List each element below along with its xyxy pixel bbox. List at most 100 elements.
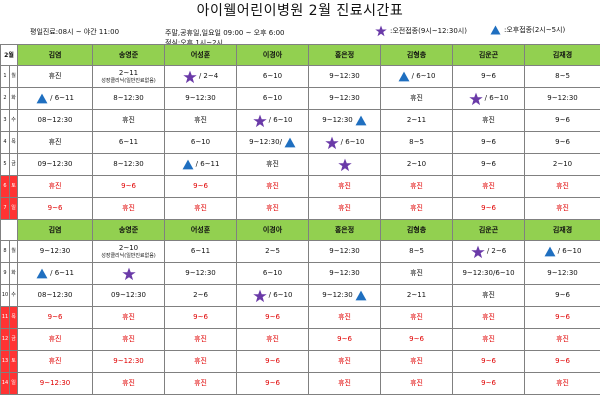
- schedule-cell: / 6~10: [236, 109, 310, 132]
- schedule-cell: / 6~11: [17, 262, 94, 285]
- schedule-cell: 9~6: [92, 175, 166, 198]
- triangle-icon: [182, 159, 194, 170]
- doctor-header-row: 김염 송영준 어성훈 이경아 홍은정 김형충 김운곤 김재경: [0, 219, 600, 241]
- schedule-cell: 9~6: [524, 306, 600, 329]
- day-row: 6 토 휴진 9~6 9~6 휴진 휴진 휴진 휴진 휴진: [0, 175, 600, 198]
- schedule-cell: 9~6: [17, 197, 94, 220]
- schedule-cell: 휴진: [17, 350, 94, 373]
- schedule-cell: 휴진: [92, 372, 166, 395]
- schedule-cell: 휴진: [17, 65, 94, 88]
- schedule-cell: 09~12:30: [17, 153, 94, 176]
- schedule-cell: 휴진: [308, 306, 382, 329]
- cell-hours: 9~12:30: [322, 116, 353, 124]
- day-number: 3: [0, 109, 10, 132]
- schedule-cell: 2~11: [380, 284, 454, 307]
- day-of-week: 토: [8, 350, 19, 373]
- cell-hours: / 6~10: [557, 247, 582, 255]
- star-icon: [375, 25, 387, 37]
- schedule-cell: [308, 153, 382, 176]
- schedule-cell: / 6~10: [308, 131, 382, 154]
- schedule-cell: 9~6: [452, 153, 526, 176]
- schedule-cell: 9~6: [452, 350, 526, 373]
- schedule-cell: 휴진: [380, 175, 454, 198]
- schedule-cell: 휴진: [92, 109, 166, 132]
- day-of-week: 수: [8, 284, 19, 307]
- schedule-table: 2월 김염 송영준 어성훈 이경아 홍은정 김형충 김운곤 김재경 1 월 휴진 2~11 성장클리닉(일…: [0, 44, 600, 395]
- triangle-icon: [284, 137, 296, 148]
- schedule-cell: 08~12:30: [17, 284, 94, 307]
- cell-note: 성장클리닉(일반진료없음): [101, 78, 156, 84]
- schedule-cell: / 6~10: [452, 87, 526, 110]
- schedule-cell: 9~12:30: [308, 65, 382, 88]
- schedule-cell: 6~11: [92, 131, 166, 154]
- schedule-cell: 8~12:30: [92, 153, 166, 176]
- day-of-week: 토: [8, 175, 19, 198]
- schedule-cell: 2~6: [164, 284, 238, 307]
- doctor-name: 김운곤: [452, 219, 526, 241]
- day-number: 4: [0, 131, 10, 154]
- schedule-cell: 9~6: [17, 306, 94, 329]
- star-icon: [183, 70, 197, 83]
- legend-triangle-label: :오후접종(2시~5시): [504, 26, 566, 34]
- schedule-cell: 9~12:30: [164, 87, 238, 110]
- schedule-cell: 휴진: [380, 372, 454, 395]
- triangle-icon: [490, 25, 501, 35]
- cell-hours: 9~12:30: [322, 291, 353, 299]
- schedule-cell: 휴진: [308, 175, 382, 198]
- cell-hours: / 6~10: [340, 138, 365, 146]
- doctor-header-row: 2월 김염 송영준 어성훈 이경아 홍은정 김형충 김운곤 김재경: [0, 44, 600, 66]
- schedule-cell: 2~5: [236, 240, 310, 263]
- day-number: 14: [0, 372, 10, 395]
- day-of-week: 일: [8, 372, 19, 395]
- day-row: 10 수 08~12:30 09~12:30 2~6 / 6~10 9~12:30 2~11 휴…: [0, 284, 600, 307]
- schedule-cell: / 6~10: [524, 240, 600, 263]
- schedule-cell: 8~5: [380, 131, 454, 154]
- schedule-cell: 휴진: [236, 197, 310, 220]
- schedule-cell: 9~6: [524, 109, 600, 132]
- cell-hours: / 6~11: [50, 94, 74, 102]
- doctor-name: 어성훈: [164, 219, 238, 241]
- schedule-cell: 휴진: [524, 328, 600, 351]
- schedule-cell: 9~12:30: [308, 262, 382, 285]
- day-of-week: 화: [8, 87, 19, 110]
- schedule-cell: 휴진: [380, 306, 454, 329]
- doctor-name: 김염: [17, 219, 94, 241]
- schedule-cell: 6~10: [236, 262, 310, 285]
- schedule-cell: 6~11: [164, 240, 238, 263]
- schedule-cell: 휴진: [92, 328, 166, 351]
- schedule-cell: 휴진: [452, 284, 526, 307]
- schedule-cell: 휴진: [308, 197, 382, 220]
- triangle-icon: [544, 246, 556, 257]
- triangle-icon: [355, 290, 367, 301]
- star-icon: [471, 245, 485, 258]
- doctor-name: 송영준: [92, 44, 166, 66]
- doctor-name: 김재경: [524, 219, 600, 241]
- schedule-cell: 08~12:30: [17, 109, 94, 132]
- star-icon: [252, 289, 267, 302]
- schedule-cell: 9~6: [524, 131, 600, 154]
- triangle-icon: [36, 268, 48, 279]
- schedule-cell: 9~6: [164, 306, 238, 329]
- schedule-cell: 09~12:30: [92, 284, 166, 307]
- schedule-cell: 9~12:30/: [236, 131, 310, 154]
- day-number: 6: [0, 175, 10, 198]
- day-number: 11: [0, 306, 10, 329]
- schedule-cell: 휴진: [524, 175, 600, 198]
- schedule-cell: 9~12:30: [308, 109, 382, 132]
- day-of-week: 일: [8, 197, 19, 220]
- day-row: 9 화/ 6~11 9~12:30 6~10 9~12:30 휴진 9~12:30/6~10…: [0, 262, 600, 285]
- schedule-cell: 9~12:30: [524, 87, 600, 110]
- cell-hours: / 6~11: [195, 160, 220, 168]
- schedule-cell: 6~10: [236, 65, 310, 88]
- schedule-cell: 휴진: [308, 350, 382, 373]
- day-number: 9: [0, 262, 10, 285]
- cell-hours: / 2~6: [486, 247, 507, 255]
- day-row: 1 월 휴진 2~11 성장클리닉(일반진료없음)/ 2~4 6~10 9~12:30/ 6…: [0, 65, 600, 88]
- doctor-name: 송영준: [92, 219, 166, 241]
- triangle-icon: [36, 93, 48, 104]
- schedule-cell: 8~12:30: [92, 87, 166, 110]
- day-row: 7 일 9~6 휴진 휴진 휴진 휴진 휴진 9~6 휴진: [0, 197, 600, 220]
- cell-hours: 9~12:30/: [249, 138, 282, 146]
- doctor-name: 홍은정: [308, 219, 382, 241]
- schedule-cell: / 6~10: [236, 284, 310, 307]
